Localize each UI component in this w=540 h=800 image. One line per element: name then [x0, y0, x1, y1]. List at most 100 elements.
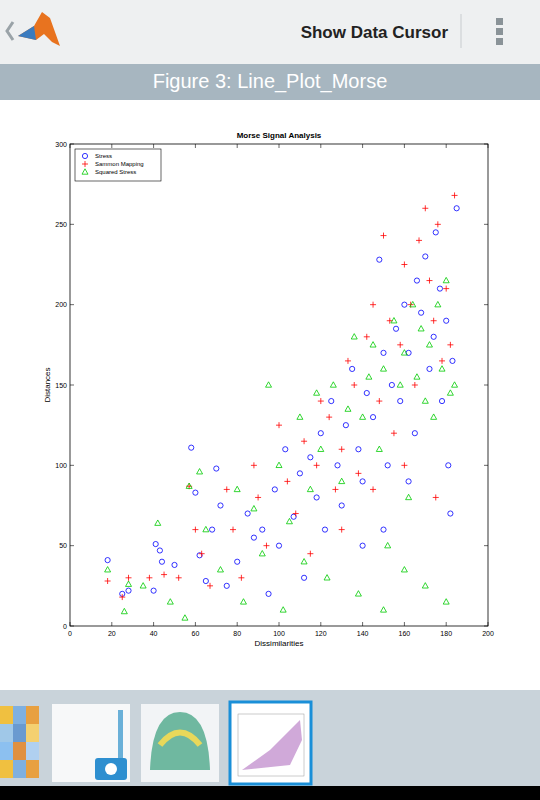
data-point: [422, 205, 428, 211]
x-tick: [70, 622, 71, 626]
data-point: [401, 262, 407, 268]
x-tick: [111, 622, 112, 626]
back-icon[interactable]: [7, 22, 13, 40]
data-point: [210, 527, 215, 532]
data-point: [207, 583, 213, 589]
data-point: [203, 526, 209, 531]
x-tick: [279, 622, 280, 626]
data-point: [397, 382, 403, 387]
data-point: [443, 599, 449, 604]
data-point: [345, 358, 351, 364]
data-point: [322, 527, 327, 532]
y-tick-label: 300: [55, 141, 67, 148]
data-point: [161, 572, 167, 578]
legend-label: Squared Stress: [95, 169, 136, 175]
x-tick-label: 40: [150, 630, 158, 637]
x-tick: [320, 144, 321, 148]
data-point: [199, 551, 205, 557]
data-point: [203, 578, 208, 583]
x-tick-label: 0: [68, 630, 72, 637]
data-point: [433, 230, 438, 235]
data-point: [276, 543, 281, 548]
data-point: [140, 583, 146, 588]
menu-dot[interactable]: [496, 28, 503, 35]
data-point: [251, 462, 257, 468]
data-point: [224, 583, 229, 588]
thumb-cell: [26, 760, 39, 778]
thumbnail[interactable]: [141, 704, 219, 782]
y-tick: [70, 385, 74, 386]
data-point: [431, 334, 436, 339]
x-tick: [279, 144, 280, 148]
data-point: [301, 559, 307, 564]
x-tick-label: 20: [108, 630, 116, 637]
data-point: [364, 334, 370, 340]
data-point: [412, 382, 418, 388]
data-point: [146, 575, 152, 581]
data-point: [186, 483, 192, 488]
data-point: [401, 567, 407, 572]
data-point: [157, 548, 162, 553]
data-point: [355, 470, 361, 476]
data-point: [366, 374, 372, 379]
data-point: [446, 463, 451, 468]
data-point: [447, 342, 453, 348]
data-point: [251, 506, 257, 511]
top-bar: [0, 0, 540, 64]
data-point: [266, 382, 272, 387]
data-point: [377, 257, 382, 262]
thumb-colorbar: [118, 710, 123, 760]
x-tick: [195, 144, 196, 148]
x-tick: [111, 144, 112, 148]
data-point: [431, 318, 437, 324]
y-tick-label: 250: [55, 221, 67, 228]
thumb-cell: [0, 724, 13, 742]
data-point: [345, 406, 351, 411]
data-point: [259, 551, 265, 556]
data-point: [324, 575, 330, 580]
data-point: [272, 487, 277, 492]
data-point: [307, 486, 313, 491]
data-point: [214, 466, 219, 471]
data-point: [151, 588, 156, 593]
x-tick-label: 80: [233, 630, 241, 637]
data-point: [329, 398, 334, 403]
data-point: [193, 490, 198, 495]
menu-dot[interactable]: [496, 38, 503, 45]
data-point: [452, 192, 458, 198]
thumbnail[interactable]: [0, 706, 39, 778]
data-point: [314, 390, 320, 395]
data-point: [435, 221, 441, 227]
action-button[interactable]: Show Data Cursor: [301, 23, 449, 42]
data-point: [381, 366, 387, 371]
data-point: [105, 558, 110, 563]
data-point: [364, 390, 369, 395]
x-axis-title: Dissimilarities: [255, 639, 304, 648]
y-tick: [484, 465, 488, 466]
thumbnail[interactable]: [52, 704, 130, 782]
thumb-surface-band: [160, 733, 200, 746]
data-point: [251, 535, 256, 540]
data-point: [391, 430, 397, 436]
x-tick-label: 200: [482, 630, 494, 637]
menu-dot[interactable]: [496, 18, 503, 25]
data-point: [286, 518, 292, 523]
plot-frame: [70, 144, 488, 626]
thumbnail-selected[interactable]: [230, 702, 311, 784]
data-point: [448, 511, 453, 516]
x-tick-label: 160: [399, 630, 411, 637]
x-tick: [362, 622, 363, 626]
x-tick-label: 60: [192, 630, 200, 637]
thumb-bg: [230, 702, 311, 784]
data-point: [437, 286, 442, 291]
data-point: [426, 278, 432, 284]
data-point: [376, 446, 382, 451]
thumb-cell: [13, 742, 26, 760]
data-point: [422, 583, 428, 588]
data-point: [326, 414, 332, 420]
y-tick-label: 150: [55, 382, 67, 389]
data-point: [339, 503, 344, 508]
data-point: [439, 358, 445, 364]
y-tick: [70, 224, 74, 225]
data-point: [443, 286, 449, 292]
